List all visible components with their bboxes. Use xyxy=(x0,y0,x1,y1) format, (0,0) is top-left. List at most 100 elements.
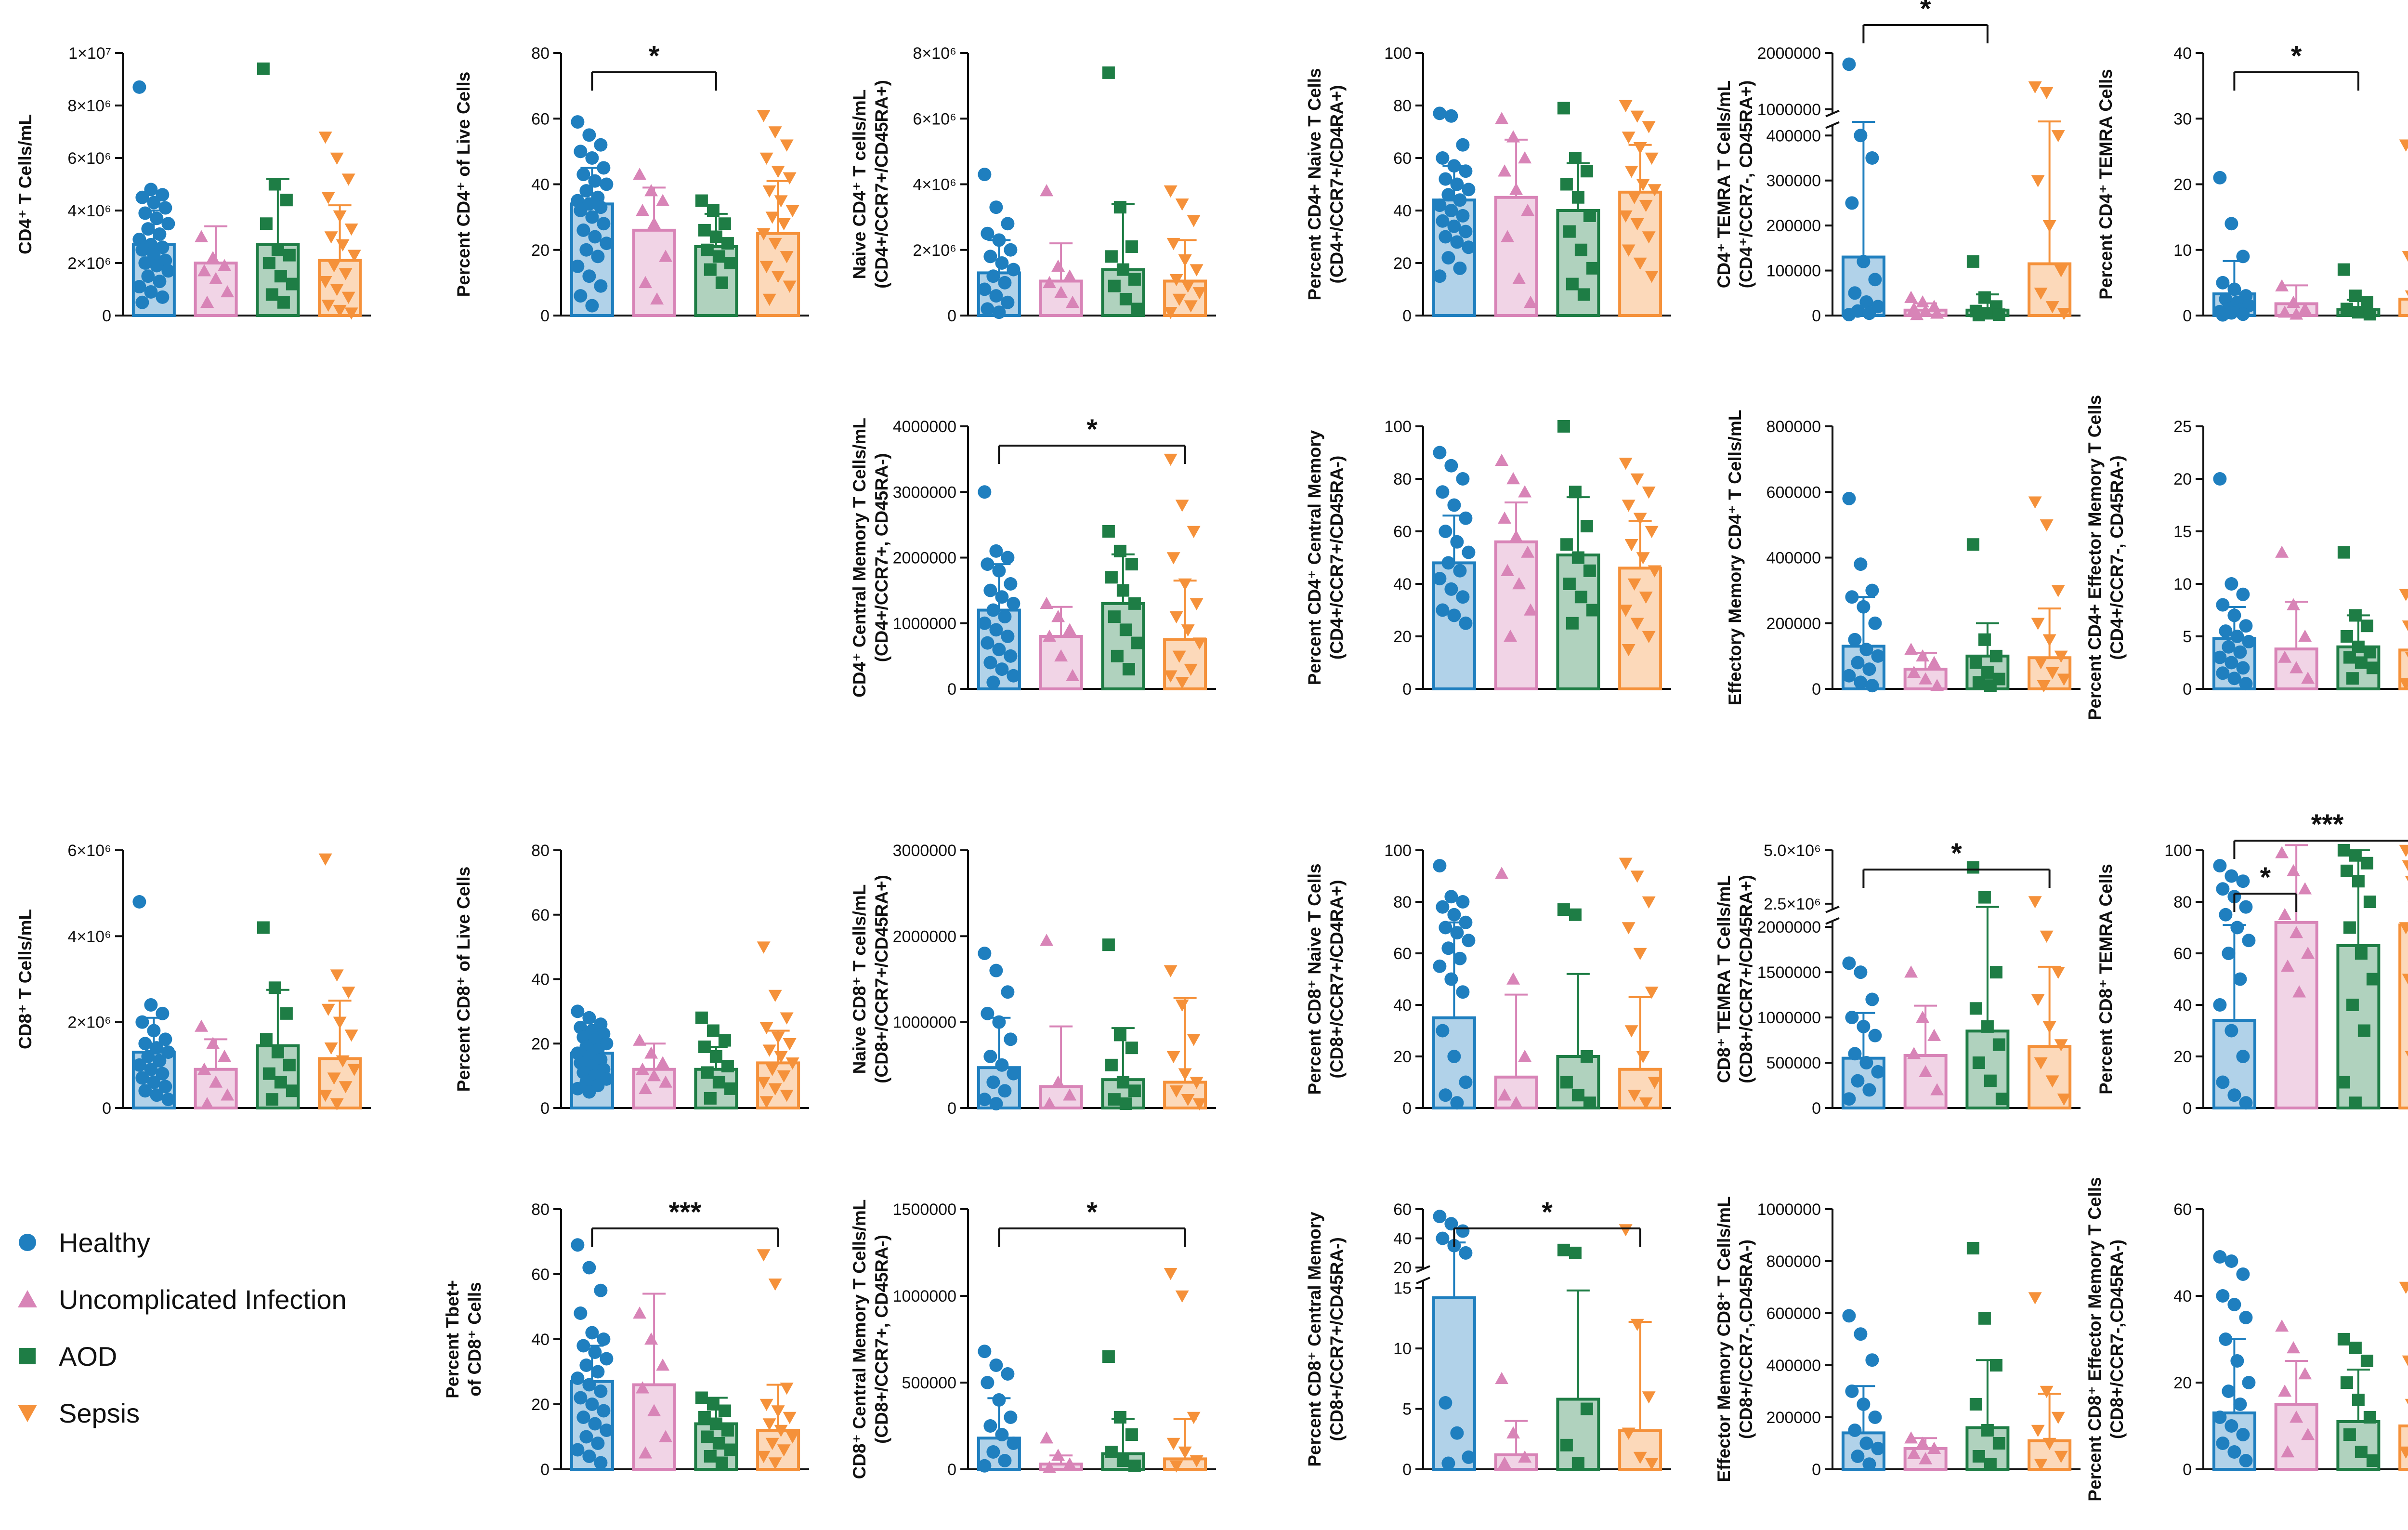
data-point xyxy=(1433,446,1447,460)
data-point xyxy=(757,941,771,954)
data-point xyxy=(1116,263,1129,276)
data-point xyxy=(341,291,355,304)
y-tick-label: 0 xyxy=(2183,1461,2192,1479)
data-point xyxy=(1164,670,1178,683)
y-tick-label: 8×10⁶ xyxy=(913,44,956,63)
data-point xyxy=(1462,545,1476,559)
y-tick-label: 0 xyxy=(947,680,956,699)
data-point xyxy=(1851,1074,1865,1088)
data-point xyxy=(757,1451,771,1463)
data-point xyxy=(2225,656,2238,670)
y-tick-label: 0 xyxy=(1402,1099,1412,1118)
y-tick-label: 20 xyxy=(2173,470,2192,488)
data-point xyxy=(2028,81,2042,94)
data-point xyxy=(1125,240,1138,253)
data-point xyxy=(2028,896,2042,909)
data-point xyxy=(2343,1428,2356,1441)
data-point xyxy=(1178,578,1192,591)
data-point xyxy=(1627,1090,1641,1102)
data-point xyxy=(1187,1034,1201,1046)
data-point xyxy=(2405,1398,2408,1405)
data-point xyxy=(1642,487,1656,499)
data-point xyxy=(1639,592,1653,604)
data-point xyxy=(2399,139,2408,152)
square-marker-icon xyxy=(11,1339,44,1373)
y-tick-label: 1000000 xyxy=(893,615,956,633)
data-point xyxy=(2057,1094,2071,1106)
data-point xyxy=(585,299,599,313)
data-point xyxy=(1459,224,1473,238)
data-point xyxy=(161,217,175,231)
data-point xyxy=(571,1443,585,1457)
data-point xyxy=(209,1075,223,1088)
data-point xyxy=(1622,644,1636,657)
data-point xyxy=(1459,164,1473,178)
y-tick-label: 2.5×10⁶ xyxy=(1764,895,1821,913)
data-point xyxy=(1450,926,1464,940)
data-point xyxy=(341,173,355,186)
data-point xyxy=(1919,1065,1933,1078)
data-point xyxy=(1577,288,1590,301)
data-point xyxy=(594,1283,608,1297)
data-point xyxy=(1842,57,1856,71)
y-tick-label: 60 xyxy=(2173,945,2192,963)
data-point xyxy=(765,1438,779,1450)
data-point xyxy=(330,152,344,165)
data-point xyxy=(1450,1426,1464,1440)
data-point xyxy=(1636,552,1650,565)
data-point xyxy=(574,1391,588,1405)
data-point xyxy=(260,1033,273,1046)
y-tick-label: 400000 xyxy=(1767,549,1821,567)
y-axis-title: Percent CD4⁺ of Live Cells xyxy=(454,72,473,297)
data-point xyxy=(2225,217,2238,231)
data-point xyxy=(780,251,794,264)
data-point xyxy=(574,204,588,217)
data-point xyxy=(983,656,997,670)
data-point xyxy=(274,1076,287,1089)
data-point xyxy=(150,1041,164,1055)
data-point xyxy=(1904,643,1918,655)
data-point xyxy=(1518,151,1532,164)
data-point xyxy=(1842,308,1856,322)
data-point xyxy=(2298,882,2312,895)
data-point xyxy=(1622,1427,1636,1440)
y-tick-label: 20 xyxy=(531,1035,550,1053)
data-point xyxy=(2236,661,2250,675)
data-point xyxy=(986,269,1000,283)
data-point xyxy=(1969,656,1982,669)
data-point xyxy=(1459,1246,1473,1260)
y-tick-label: 1×10⁷ xyxy=(68,44,111,63)
data-point xyxy=(132,1058,146,1072)
data-point xyxy=(1007,669,1021,683)
data-point xyxy=(339,1081,353,1094)
data-point xyxy=(1571,191,1584,204)
data-point xyxy=(785,205,799,217)
chart-a4: 0 20 40 60 80 100 Percent CD4+ Naive T Cells (C… xyxy=(1305,44,1671,325)
data-point xyxy=(1871,649,1885,663)
data-point xyxy=(1984,1074,1997,1087)
data-point xyxy=(280,194,293,207)
y-tick-label: 60 xyxy=(1393,149,1412,168)
data-point xyxy=(1509,529,1523,542)
data-point xyxy=(1054,649,1068,662)
data-point xyxy=(768,126,782,139)
data-point xyxy=(2360,620,2373,633)
data-point xyxy=(704,263,717,276)
data-point xyxy=(978,1345,992,1359)
y-tick-label: 1500000 xyxy=(1757,963,1821,982)
data-point xyxy=(1919,304,1933,317)
data-point xyxy=(344,1029,358,1042)
data-point xyxy=(582,1450,596,1463)
data-point xyxy=(2057,308,2071,320)
data-point xyxy=(1574,591,1587,604)
data-point xyxy=(576,168,590,182)
data-point xyxy=(1066,669,1080,681)
data-point xyxy=(1447,908,1461,922)
data-point xyxy=(330,1098,344,1111)
data-point xyxy=(659,250,673,262)
data-point xyxy=(597,1404,611,1418)
data-point xyxy=(2225,1024,2238,1038)
chart-d4: 0 5 10 15 20 40 60 Percent CD8⁺ Central Memory(… xyxy=(1305,1197,1671,1479)
data-point xyxy=(2352,1394,2365,1406)
data-point xyxy=(1910,308,1924,320)
